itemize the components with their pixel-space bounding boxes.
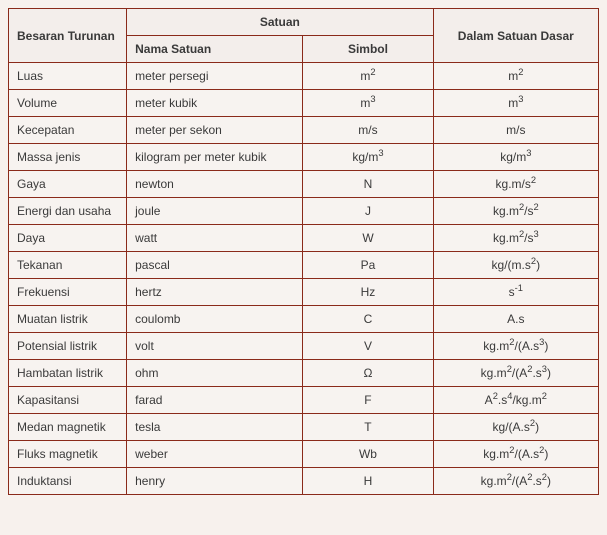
- cell-satuan-dasar: kg.m2/(A.s3): [433, 333, 598, 360]
- cell-besaran: Kecepatan: [9, 117, 127, 144]
- table-row: Luasmeter persegim2m2: [9, 63, 599, 90]
- cell-simbol: F: [303, 387, 433, 414]
- cell-nama-satuan: kilogram per meter kubik: [127, 144, 303, 171]
- cell-simbol: m3: [303, 90, 433, 117]
- cell-satuan-dasar: kg/m3: [433, 144, 598, 171]
- table-row: InduktansihenryHkg.m2/(A2.s2): [9, 468, 599, 495]
- cell-besaran: Muatan listrik: [9, 306, 127, 333]
- cell-nama-satuan: ohm: [127, 360, 303, 387]
- cell-nama-satuan: coulomb: [127, 306, 303, 333]
- cell-nama-satuan: tesla: [127, 414, 303, 441]
- cell-besaran: Energi dan usaha: [9, 198, 127, 225]
- cell-satuan-dasar: kg.m2/(A2.s3): [433, 360, 598, 387]
- cell-simbol: J: [303, 198, 433, 225]
- cell-simbol: H: [303, 468, 433, 495]
- cell-nama-satuan: farad: [127, 387, 303, 414]
- table-row: Massa jeniskilogram per meter kubikkg/m3…: [9, 144, 599, 171]
- cell-satuan-dasar: kg.m2/s2: [433, 198, 598, 225]
- cell-simbol: C: [303, 306, 433, 333]
- table-row: Fluks magnetikweberWbkg.m2/(A.s2): [9, 441, 599, 468]
- cell-satuan-dasar: kg.m2/(A2.s2): [433, 468, 598, 495]
- cell-satuan-dasar: kg/(m.s2): [433, 252, 598, 279]
- cell-besaran: Induktansi: [9, 468, 127, 495]
- cell-simbol: Wb: [303, 441, 433, 468]
- header-simbol: Simbol: [303, 36, 433, 63]
- cell-besaran: Frekuensi: [9, 279, 127, 306]
- cell-nama-satuan: volt: [127, 333, 303, 360]
- table-row: Hambatan listrikohmΩkg.m2/(A2.s3): [9, 360, 599, 387]
- table-row: Volumemeter kubikm3m3: [9, 90, 599, 117]
- cell-besaran: Medan magnetik: [9, 414, 127, 441]
- cell-satuan-dasar: s-1: [433, 279, 598, 306]
- cell-satuan-dasar: m2: [433, 63, 598, 90]
- table-row: Kecepatanmeter per sekonm/sm/s: [9, 117, 599, 144]
- cell-simbol: T: [303, 414, 433, 441]
- cell-besaran: Potensial listrik: [9, 333, 127, 360]
- cell-nama-satuan: meter per sekon: [127, 117, 303, 144]
- cell-besaran: Massa jenis: [9, 144, 127, 171]
- table-row: TekananpascalPakg/(m.s2): [9, 252, 599, 279]
- table-row: Muatan listrikcoulombCA.s: [9, 306, 599, 333]
- cell-simbol: m2: [303, 63, 433, 90]
- cell-nama-satuan: meter persegi: [127, 63, 303, 90]
- cell-satuan-dasar: kg.m2/s3: [433, 225, 598, 252]
- header-besaran: Besaran Turunan: [9, 9, 127, 63]
- cell-satuan-dasar: A2.s4/kg.m2: [433, 387, 598, 414]
- cell-simbol: Ω: [303, 360, 433, 387]
- cell-satuan-dasar: kg/(A.s2): [433, 414, 598, 441]
- table-header: Besaran Turunan Satuan Dalam Satuan Dasa…: [9, 9, 599, 63]
- header-dasar: Dalam Satuan Dasar: [433, 9, 598, 63]
- cell-besaran: Daya: [9, 225, 127, 252]
- cell-simbol: Pa: [303, 252, 433, 279]
- cell-satuan-dasar: A.s: [433, 306, 598, 333]
- cell-simbol: V: [303, 333, 433, 360]
- table-row: Medan magnetikteslaTkg/(A.s2): [9, 414, 599, 441]
- table-body: Luasmeter persegim2m2Volumemeter kubikm3…: [9, 63, 599, 495]
- table-row: KapasitansifaradFA2.s4/kg.m2: [9, 387, 599, 414]
- cell-satuan-dasar: m/s: [433, 117, 598, 144]
- header-nama: Nama Satuan: [127, 36, 303, 63]
- cell-besaran: Fluks magnetik: [9, 441, 127, 468]
- header-satuan-group: Satuan: [127, 9, 434, 36]
- cell-nama-satuan: watt: [127, 225, 303, 252]
- cell-simbol: W: [303, 225, 433, 252]
- cell-nama-satuan: meter kubik: [127, 90, 303, 117]
- cell-simbol: N: [303, 171, 433, 198]
- cell-nama-satuan: pascal: [127, 252, 303, 279]
- cell-besaran: Gaya: [9, 171, 127, 198]
- table-row: GayanewtonNkg.m/s2: [9, 171, 599, 198]
- cell-simbol: kg/m3: [303, 144, 433, 171]
- cell-besaran: Kapasitansi: [9, 387, 127, 414]
- cell-simbol: Hz: [303, 279, 433, 306]
- cell-besaran: Hambatan listrik: [9, 360, 127, 387]
- cell-satuan-dasar: m3: [433, 90, 598, 117]
- cell-nama-satuan: henry: [127, 468, 303, 495]
- cell-besaran: Tekanan: [9, 252, 127, 279]
- table-row: Potensial listrikvoltVkg.m2/(A.s3): [9, 333, 599, 360]
- cell-besaran: Luas: [9, 63, 127, 90]
- besaran-turunan-table: Besaran Turunan Satuan Dalam Satuan Dasa…: [8, 8, 599, 495]
- cell-nama-satuan: joule: [127, 198, 303, 225]
- cell-satuan-dasar: kg.m2/(A.s2): [433, 441, 598, 468]
- cell-nama-satuan: hertz: [127, 279, 303, 306]
- table-row: Energi dan usahajouleJkg.m2/s2: [9, 198, 599, 225]
- cell-nama-satuan: weber: [127, 441, 303, 468]
- table-row: DayawattWkg.m2/s3: [9, 225, 599, 252]
- cell-besaran: Volume: [9, 90, 127, 117]
- cell-nama-satuan: newton: [127, 171, 303, 198]
- cell-satuan-dasar: kg.m/s2: [433, 171, 598, 198]
- cell-simbol: m/s: [303, 117, 433, 144]
- table-row: FrekuensihertzHzs-1: [9, 279, 599, 306]
